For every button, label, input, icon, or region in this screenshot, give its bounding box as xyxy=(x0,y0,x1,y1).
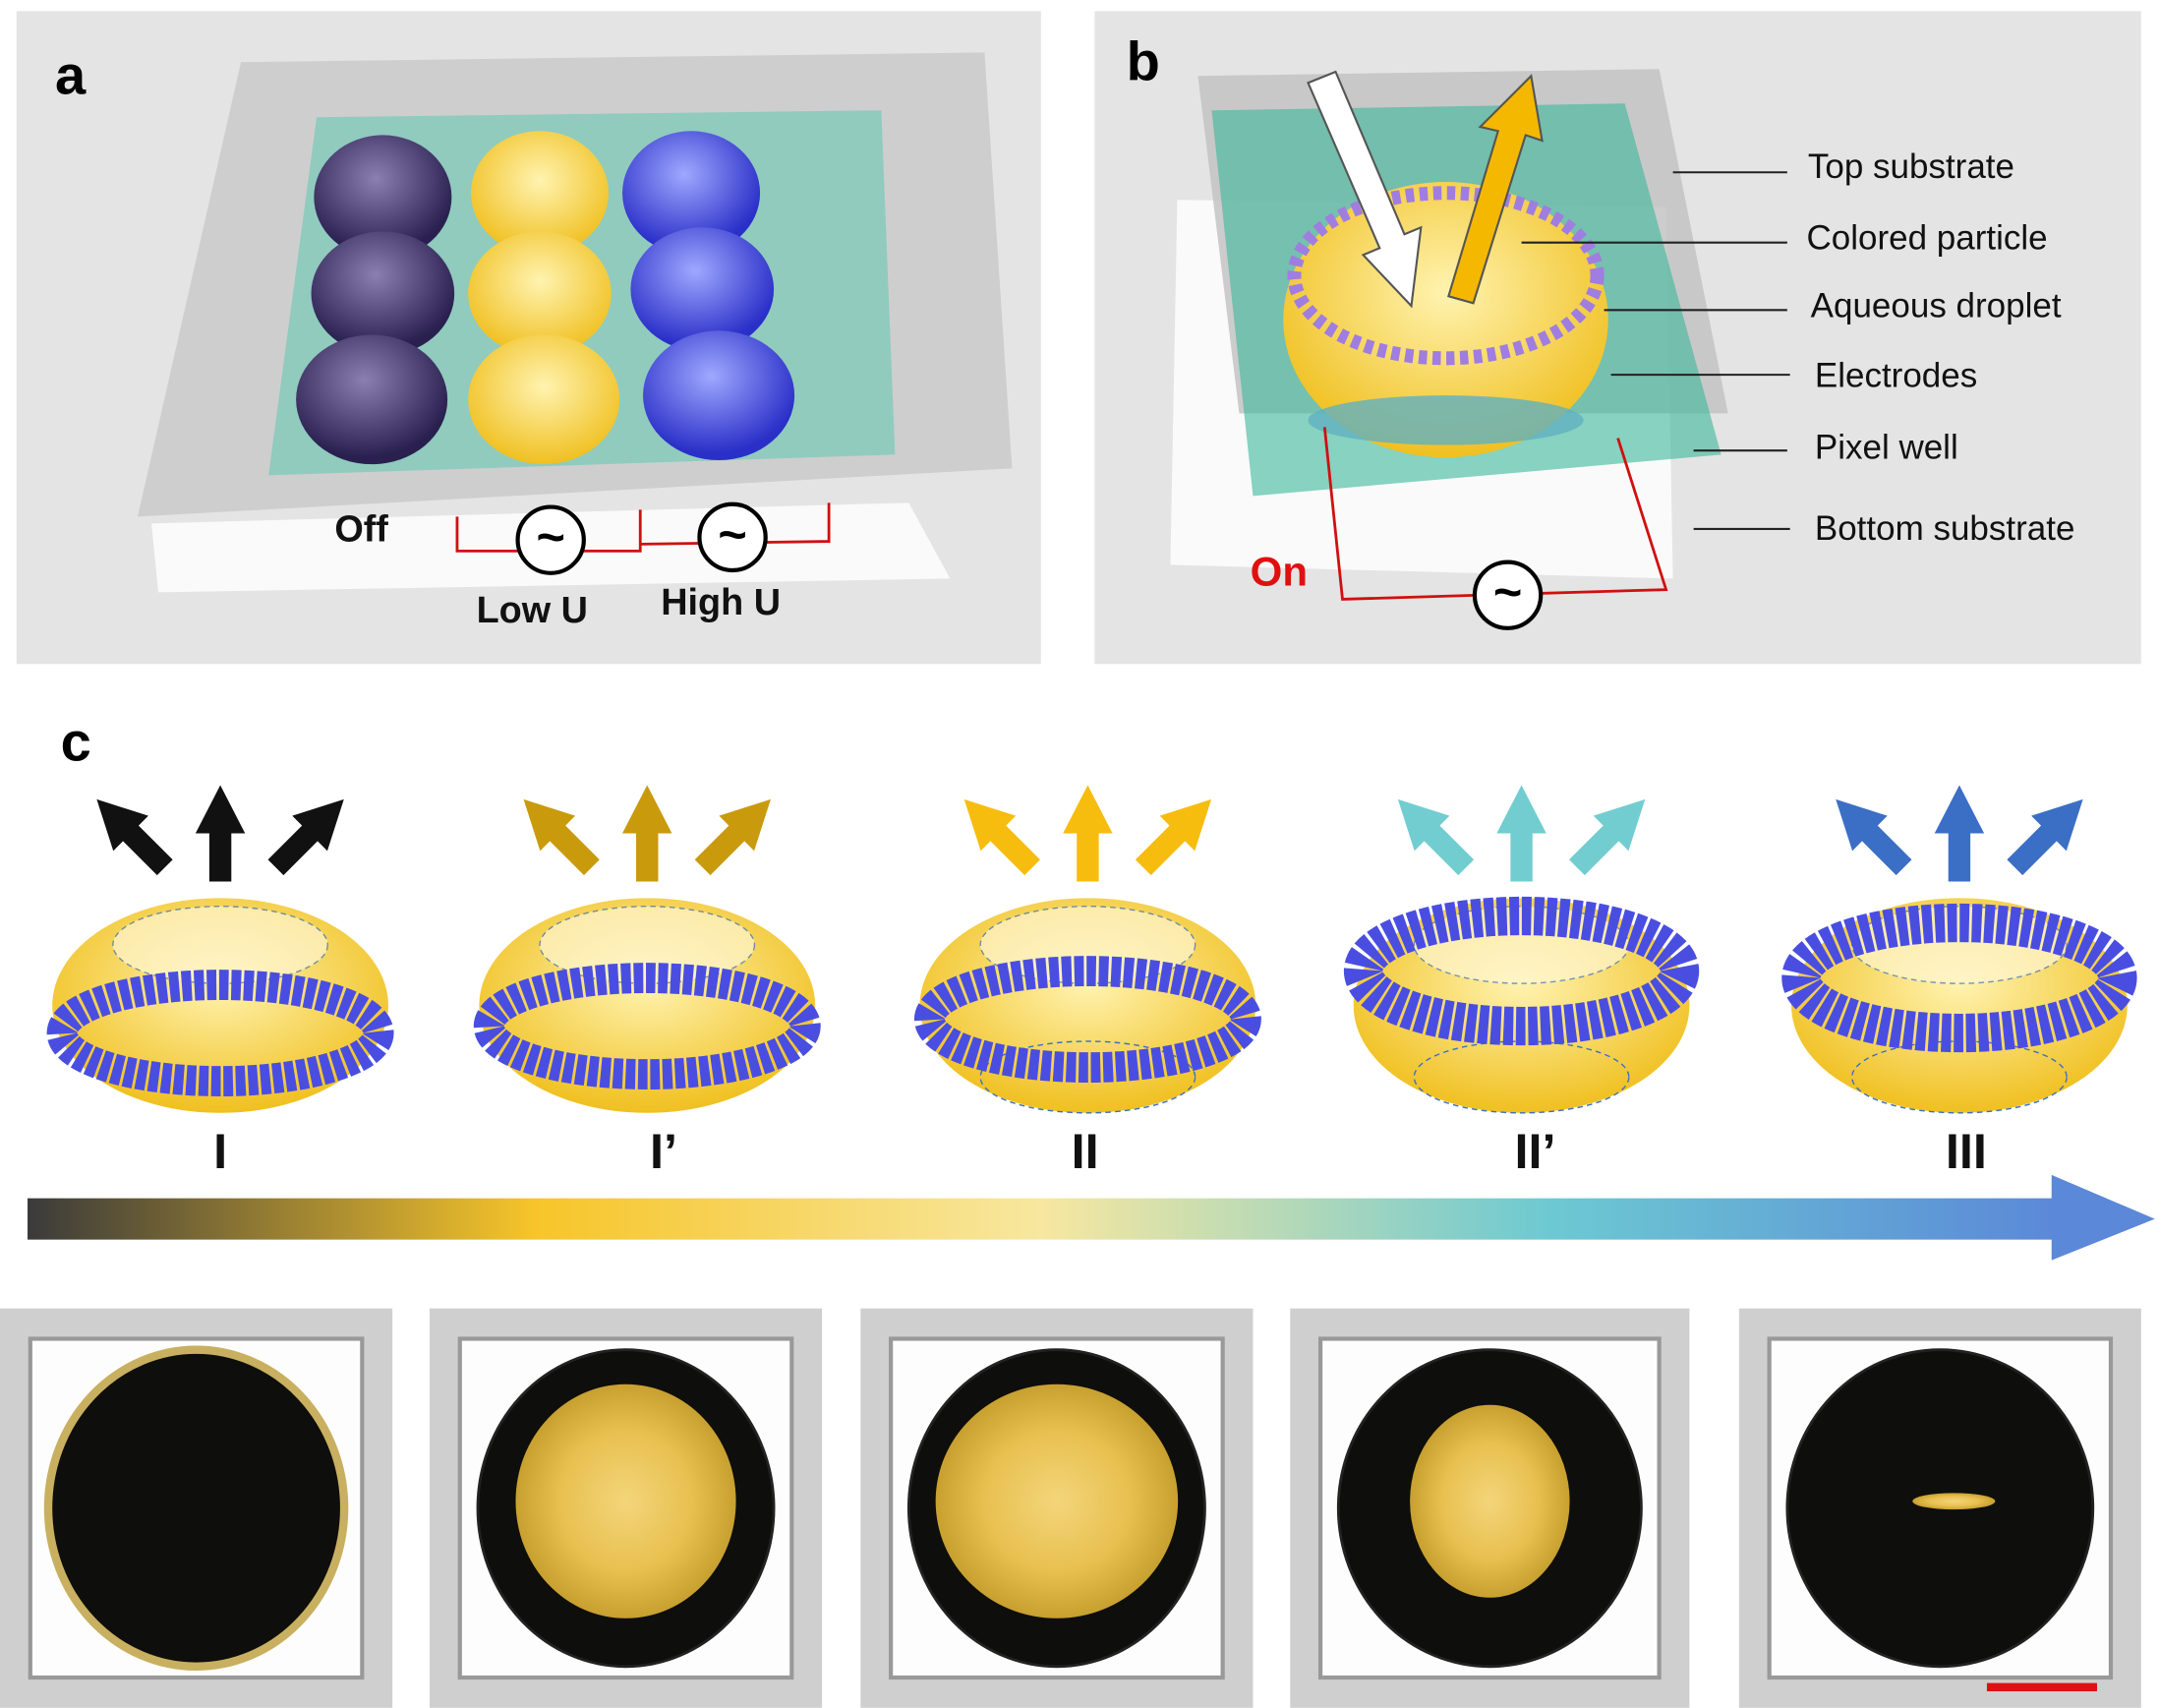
state-label: I’ xyxy=(650,1123,677,1179)
color-gradient-bar xyxy=(28,1198,2059,1240)
label-low-u: Low U xyxy=(477,590,588,631)
particle-band xyxy=(46,970,394,1096)
gradient-arrowhead xyxy=(2051,1174,2155,1261)
light-arrow-icon xyxy=(2007,798,2083,876)
legend-aqueous-droplet: Aqueous droplet xyxy=(1811,286,2062,324)
particle-band xyxy=(1343,896,1700,1046)
aqueous-droplet xyxy=(1283,182,1608,458)
state-1: I xyxy=(46,785,394,1179)
light-arrow-icon xyxy=(523,798,600,876)
legend-top-substrate: Top substrate xyxy=(1808,147,2014,186)
label-on: On xyxy=(1251,548,1308,594)
light-arrow-icon xyxy=(1934,785,1985,882)
panel-label-b: b xyxy=(1127,29,1160,91)
legend-electrodes: Electrodes xyxy=(1815,357,1977,395)
legend-colored-particle: Colored particle xyxy=(1806,219,2047,258)
state-label: II’ xyxy=(1515,1123,1556,1179)
ac-source-icon: ~ xyxy=(536,508,564,564)
light-arrow-icon xyxy=(1063,785,1113,882)
reflected-light-arrow xyxy=(1447,74,1544,305)
label-off: Off xyxy=(334,509,388,551)
light-arrow-icon xyxy=(963,798,1040,876)
state-illustrations: I I’ II II’ III xyxy=(46,785,2137,1179)
label-high-u: High U xyxy=(661,582,781,623)
light-arrow-icon xyxy=(1569,798,1646,876)
incident-light-arrow xyxy=(1307,70,1423,309)
state-label: II xyxy=(1072,1123,1099,1179)
legend-pixel-well: Pixel well xyxy=(1815,429,1958,467)
ac-source-icon: ~ xyxy=(1493,563,1522,619)
reflective-core xyxy=(1912,1493,1996,1510)
micrograph-5 xyxy=(1738,1308,2141,1708)
particle-band xyxy=(473,963,821,1090)
state-3: II xyxy=(913,785,1261,1179)
particle-band xyxy=(1781,903,2137,1053)
reflective-core xyxy=(935,1384,1179,1619)
micrographs xyxy=(0,1308,2141,1708)
state-label: III xyxy=(1946,1123,1987,1179)
droplet-array xyxy=(296,131,795,465)
panel-label-c: c xyxy=(61,710,91,772)
particle-band xyxy=(913,956,1261,1083)
legend-bottom-substrate: Bottom substrate xyxy=(1815,509,2075,548)
reflective-core xyxy=(515,1384,736,1619)
state-label: I xyxy=(213,1123,227,1179)
reflective-core xyxy=(1410,1404,1570,1598)
light-arrow-icon xyxy=(694,798,771,876)
light-arrow-icon xyxy=(96,798,173,876)
light-arrow-icon xyxy=(195,785,246,882)
state-5: III xyxy=(1781,785,2137,1179)
panel-a: ~ ~ a Off Low U High U xyxy=(16,11,1041,665)
light-arrow-icon xyxy=(622,785,672,882)
micrograph-2 xyxy=(429,1308,823,1708)
panel-b: ~ b On Top substrate Colored particle Aq… xyxy=(1094,11,2141,665)
light-arrow-icon xyxy=(1836,798,1912,876)
light-arrow-icon xyxy=(1397,798,1475,876)
micrograph-4 xyxy=(1290,1308,1690,1708)
micrograph-3 xyxy=(860,1308,1254,1708)
light-arrow-icon xyxy=(1496,785,1546,882)
scale-bar xyxy=(1986,1682,2097,1692)
ac-source-icon: ~ xyxy=(718,505,746,561)
panel-label-a: a xyxy=(55,43,87,105)
legend: Top substrate Colored particle Aqueous d… xyxy=(1521,147,2075,548)
light-arrow-icon xyxy=(1135,798,1212,876)
panel-c: c I I’ II II’ III xyxy=(0,710,2155,1708)
state-4: II’ xyxy=(1343,785,1700,1179)
light-arrow-icon xyxy=(267,798,344,876)
state-2: I’ xyxy=(473,785,821,1179)
micrograph-1 xyxy=(0,1308,393,1708)
top-window xyxy=(1413,906,1630,984)
